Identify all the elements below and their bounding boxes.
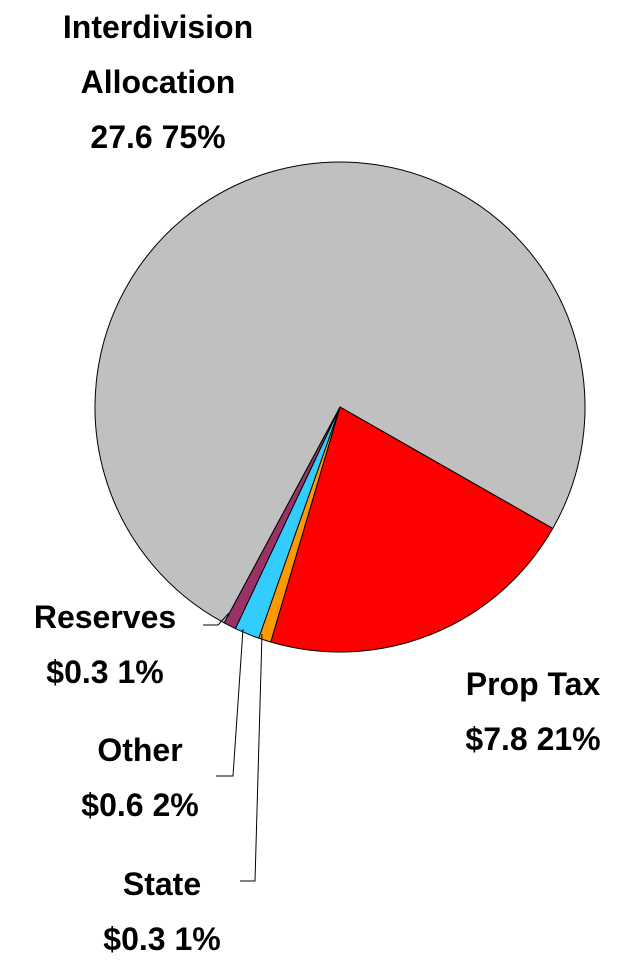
slice-label: Interdivision Allocation 27.6 75% xyxy=(18,0,298,165)
pie xyxy=(94,161,586,653)
value-label: 27.6 75% xyxy=(90,119,226,155)
value-label: $0.3 1% xyxy=(46,654,164,690)
leader-line xyxy=(203,612,230,626)
category-label: Other xyxy=(97,732,183,768)
category-label: Prop Tax xyxy=(465,666,601,702)
pie-slice xyxy=(94,161,586,624)
value-label: $7.8 21% xyxy=(465,721,601,757)
value-label: $0.6 2% xyxy=(81,787,199,823)
slice-label: Prop Tax $7.8 21% xyxy=(433,657,630,767)
pie-slice xyxy=(270,406,554,653)
category-label: State xyxy=(122,866,202,902)
value-label: $0.3 1% xyxy=(103,921,221,957)
slice-label: Reserves $0.3 1% xyxy=(5,590,205,700)
leader-lines xyxy=(203,612,263,882)
slice-label: State $0.3 1% xyxy=(62,857,262,967)
leader-line xyxy=(240,633,263,882)
category-label: Interdivision Allocation xyxy=(62,9,254,100)
slice-label: Other $0.6 2% xyxy=(40,723,240,833)
category-label: Reserves xyxy=(33,599,177,635)
leader-line xyxy=(216,628,244,777)
